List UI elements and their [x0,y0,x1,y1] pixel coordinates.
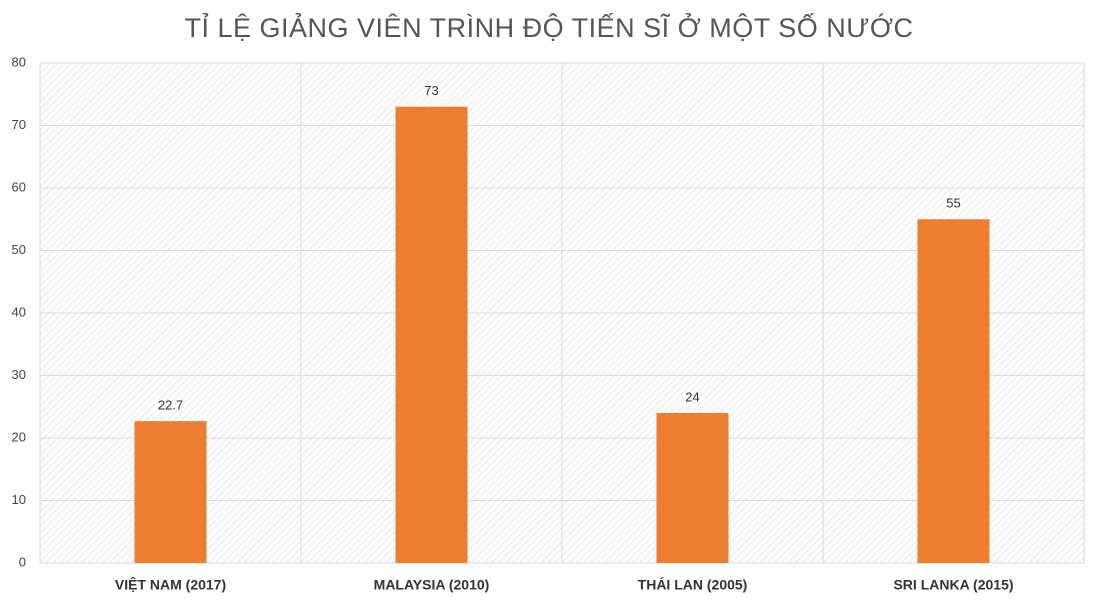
x-tick-label: THÁI LAN (2005) [638,577,748,593]
y-tick-label: 40 [12,304,26,319]
value-label: 73 [424,83,438,98]
bar [134,421,207,563]
bar [917,219,990,563]
bar [395,106,468,563]
y-tick-label: 80 [12,54,26,69]
value-label: 24 [685,389,699,404]
value-label: 55 [946,196,960,211]
x-tick-label: MALAYSIA (2010) [374,577,490,593]
y-tick-label: 30 [12,367,26,382]
y-tick-label: 60 [12,179,26,194]
bar [656,413,729,563]
y-tick-label: 20 [12,429,26,444]
x-tick-label: SRI LANKA (2015) [893,577,1013,593]
chart-title: TỈ LỆ GIẢNG VIÊN TRÌNH ĐỘ TIẾN SĨ Ở MỘT … [185,11,914,43]
value-label: 22.7 [158,398,183,413]
y-tick-label: 0 [19,554,26,569]
y-tick-label: 10 [12,492,26,507]
x-tick-label: VIỆT NAM (2017) [115,576,226,593]
y-tick-label: 50 [12,242,26,257]
y-tick-label: 70 [12,117,26,132]
